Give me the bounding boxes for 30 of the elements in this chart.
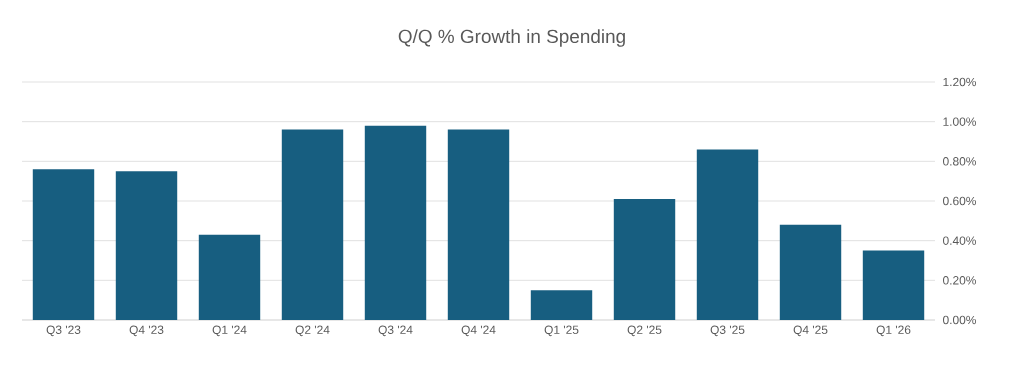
x-tick-label: Q1 '25 bbox=[544, 325, 579, 337]
x-tick-label: Q3 '25 bbox=[710, 325, 745, 337]
x-tick-label: Q2 '25 bbox=[627, 325, 662, 337]
x-tick-label: Q3 '23 bbox=[46, 325, 81, 337]
bar bbox=[530, 290, 593, 320]
bar bbox=[364, 125, 427, 320]
y-tick-label: 0.80% bbox=[943, 157, 976, 166]
y-tick-label: 0.20% bbox=[943, 276, 976, 285]
x-tick-label: Q4 '25 bbox=[793, 325, 828, 337]
x-tick-label: Q1 '26 bbox=[876, 325, 911, 337]
bar bbox=[198, 234, 261, 320]
x-tick-label: Q4 '24 bbox=[461, 325, 496, 337]
bar bbox=[862, 250, 925, 320]
bar bbox=[779, 224, 842, 320]
y-tick-label: 0.40% bbox=[943, 236, 976, 245]
y-tick-label: 0.00% bbox=[943, 315, 976, 325]
bar bbox=[32, 169, 95, 320]
x-tick-label: Q3 '24 bbox=[378, 325, 413, 337]
x-tick-label: Q2 '24 bbox=[295, 325, 330, 337]
bar bbox=[447, 129, 510, 320]
y-tick-label: 1.20% bbox=[943, 77, 976, 87]
bar bbox=[613, 199, 676, 320]
bar bbox=[696, 149, 759, 320]
y-tick-label: 0.60% bbox=[943, 196, 976, 206]
x-tick-label: Q4 '23 bbox=[129, 325, 164, 337]
y-tick-label: 1.00% bbox=[943, 117, 976, 126]
x-tick-label: Q1 '24 bbox=[212, 325, 247, 337]
chart-title: Q/Q % Growth in Spending bbox=[398, 29, 625, 47]
bar bbox=[281, 129, 344, 320]
bar bbox=[115, 171, 178, 320]
